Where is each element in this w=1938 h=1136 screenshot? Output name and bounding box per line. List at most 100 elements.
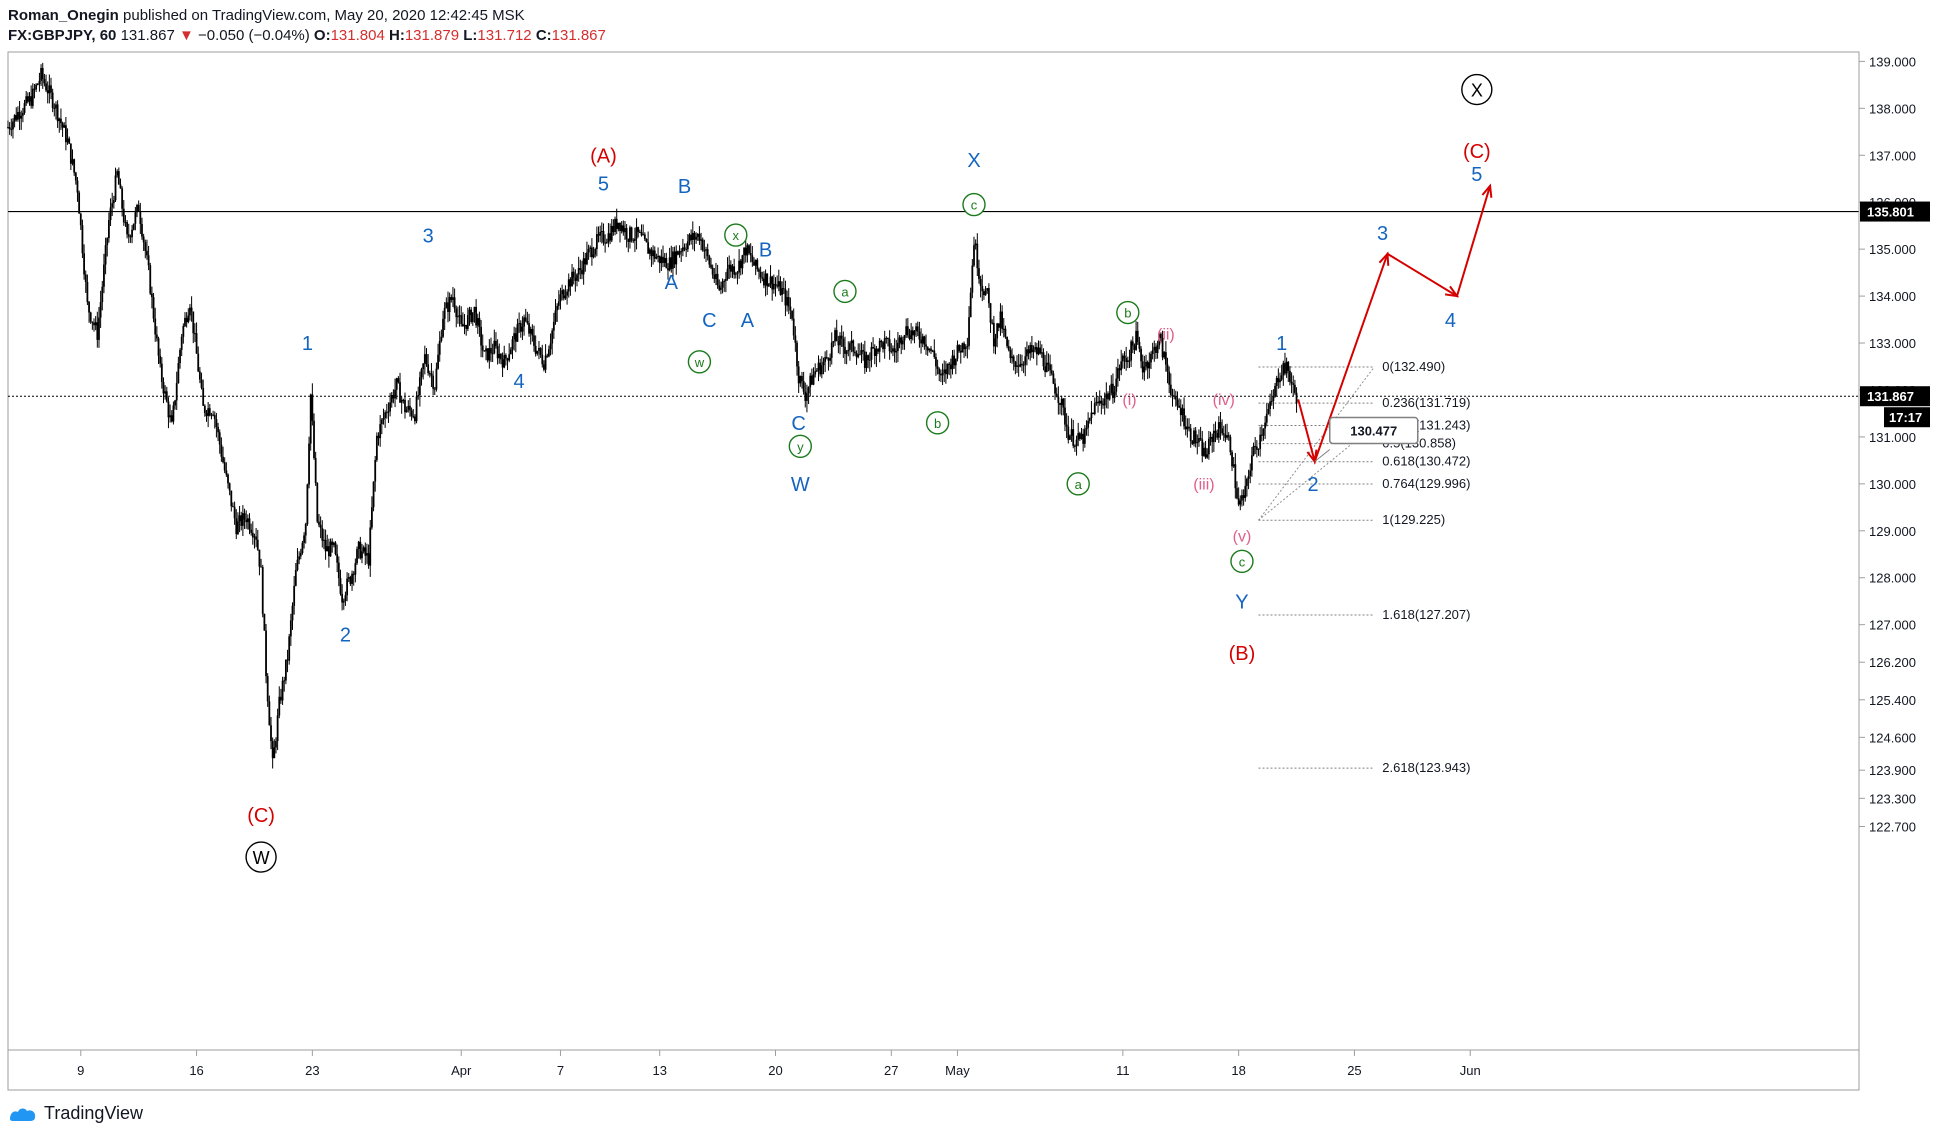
candle-body	[260, 566, 262, 568]
candle-body	[726, 268, 729, 279]
wave-label: (v)	[1233, 528, 1252, 545]
candle-body	[1292, 383, 1295, 385]
candle-body	[139, 211, 142, 224]
candle-body	[400, 399, 403, 403]
candle-body	[852, 340, 855, 352]
candle-body	[566, 291, 568, 296]
tradingview-logo-icon[interactable]	[8, 1105, 38, 1123]
candle-body	[736, 272, 739, 274]
candle-body	[298, 556, 301, 560]
candle-body	[1140, 348, 1142, 362]
candle-body	[180, 336, 183, 350]
candle-body	[547, 349, 550, 357]
tradingview-brand[interactable]: TradingView	[44, 1103, 144, 1123]
candle-body	[865, 355, 868, 368]
candle-body	[827, 358, 830, 361]
plot-area[interactable]	[7, 51, 1860, 1091]
candle-body	[1095, 401, 1098, 404]
candle-body	[278, 696, 281, 716]
candle-body	[268, 701, 271, 726]
candle-body	[508, 354, 511, 361]
wave-label: 1	[1276, 333, 1287, 355]
candle-body	[1279, 379, 1281, 383]
candle-body	[1085, 427, 1088, 430]
candle-body	[159, 355, 162, 364]
candle-body	[590, 247, 593, 258]
candle-body	[556, 305, 559, 311]
candle-body	[407, 405, 410, 410]
candle-body	[640, 232, 643, 236]
price-tick-label: 126.200	[1869, 655, 1916, 670]
candle-body	[324, 539, 327, 552]
candle-body	[506, 358, 509, 361]
candle-body	[1174, 396, 1177, 400]
candle-body	[1232, 464, 1235, 467]
candle-body	[1100, 400, 1103, 404]
candle-body	[772, 283, 775, 290]
candle-body	[1021, 363, 1023, 365]
candle-body	[428, 373, 431, 375]
candle-body	[648, 249, 651, 254]
candle-body	[959, 350, 962, 353]
candle-body	[200, 379, 203, 388]
candle-body	[195, 333, 198, 354]
price-axis[interactable]: 139.000138.000137.000136.000135.000134.0…	[1858, 52, 1930, 1090]
candle-body	[733, 266, 736, 275]
candle-body	[251, 532, 254, 538]
candle-body	[346, 578, 348, 596]
time-axis[interactable]: 9 16 23 Apr 7 13 20 27 May 11 18 25 Jun	[8, 1049, 1859, 1078]
candle-body	[1257, 448, 1260, 450]
candle-body	[1249, 470, 1252, 477]
wave-label: c	[1239, 554, 1246, 569]
candle-body	[729, 264, 732, 272]
candle-body	[1128, 360, 1131, 362]
author-name[interactable]: Roman_Onegin	[8, 7, 119, 24]
wave-label: y	[797, 439, 804, 454]
candle-body	[802, 381, 805, 392]
candle-body	[1088, 418, 1091, 421]
candle-body	[1108, 392, 1111, 400]
forecast-arrowhead	[1481, 183, 1493, 198]
wave-label: C	[702, 310, 716, 332]
candle-body	[68, 138, 71, 144]
candle-body	[1151, 350, 1154, 354]
candle-body	[160, 363, 163, 382]
candle-body	[1123, 355, 1126, 359]
candle-body	[963, 343, 965, 350]
candle-body	[76, 180, 79, 193]
candle-body	[106, 238, 109, 246]
candle-body	[273, 747, 276, 759]
symbol-label[interactable]: FX:GBPJPY, 60	[8, 27, 117, 44]
candle-body	[1275, 377, 1278, 387]
candle-body	[764, 273, 767, 286]
candle-body	[890, 351, 893, 353]
candle-body	[935, 357, 937, 367]
wave-labels: (A) (C) W (B) X (C) 1 2 3 4 5 B A Cx B Aw Cy Wa b Xc b a (i) (i…	[245, 73, 1493, 873]
candle-body	[801, 376, 803, 382]
candle-body	[266, 676, 269, 702]
candle-body	[202, 387, 205, 406]
candle-body	[271, 740, 274, 759]
candle-body	[533, 335, 535, 346]
candle-body	[237, 521, 239, 535]
candle-body	[594, 249, 597, 255]
candle-body	[286, 659, 289, 661]
candle-body	[1110, 383, 1113, 393]
candle-body	[227, 474, 229, 484]
candle-body	[541, 354, 544, 365]
candle-body	[806, 393, 808, 401]
candle-body	[711, 267, 714, 275]
candle-body	[313, 420, 315, 459]
candle-body	[187, 315, 190, 323]
publish-info: published on TradingView.com, May 20, 20…	[123, 7, 525, 24]
price-tick-label: 135.000	[1869, 242, 1916, 257]
candle-body	[470, 309, 473, 322]
candle-body	[1125, 358, 1128, 363]
candle-body	[1186, 426, 1189, 430]
candle-body	[518, 323, 521, 325]
candle-body	[620, 225, 623, 231]
candle-body	[450, 297, 453, 300]
candle-body	[693, 232, 696, 240]
candle-body	[20, 115, 23, 119]
